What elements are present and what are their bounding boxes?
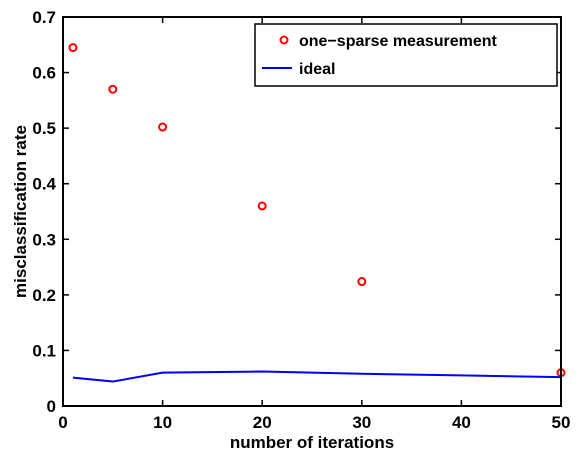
y-tick-label: 0.2 — [32, 286, 56, 305]
y-tick-label: 0.5 — [32, 119, 56, 138]
legend-box — [254, 23, 558, 87]
data-point-one-sparse — [257, 201, 267, 211]
y-tick-label: 0.4 — [32, 175, 56, 194]
y-tick-label: 0.1 — [32, 341, 56, 360]
y-tick-label: 0.3 — [32, 230, 56, 249]
data-point-one-sparse — [108, 84, 118, 94]
data-point-one-sparse — [158, 122, 168, 132]
x-tick-label: 30 — [352, 413, 371, 432]
x-tick-label: 40 — [452, 413, 471, 432]
x-axis-label: number of iterations — [230, 433, 394, 452]
x-tick-label: 50 — [552, 413, 571, 432]
legend-marker-one-sparse — [279, 35, 289, 45]
plot-frame — [62, 16, 562, 407]
y-tick-label: 0.6 — [32, 64, 56, 83]
series-line-ideal — [72, 370, 562, 383]
x-tick-label: 20 — [253, 413, 272, 432]
legend-label-one-sparse: one−sparse measurement — [299, 33, 498, 50]
y-tick-label: 0.7 — [32, 8, 56, 27]
y-tick-label: 0 — [47, 397, 56, 416]
y-axis-label: misclassification rate — [11, 125, 30, 298]
data-point-one-sparse — [357, 277, 367, 287]
legend-label-ideal: ideal — [299, 61, 335, 78]
x-tick-label: 0 — [58, 413, 67, 432]
series-layer — [68, 43, 566, 383]
x-tick-label: 10 — [153, 413, 172, 432]
legend: one−sparse measurement ideal — [254, 23, 558, 87]
data-point-one-sparse — [68, 43, 78, 53]
ticks-layer: 0 10 20 30 40 50 0 0.1 0.2 0.3 0.4 0.5 0.6 0.7 — [32, 8, 570, 432]
